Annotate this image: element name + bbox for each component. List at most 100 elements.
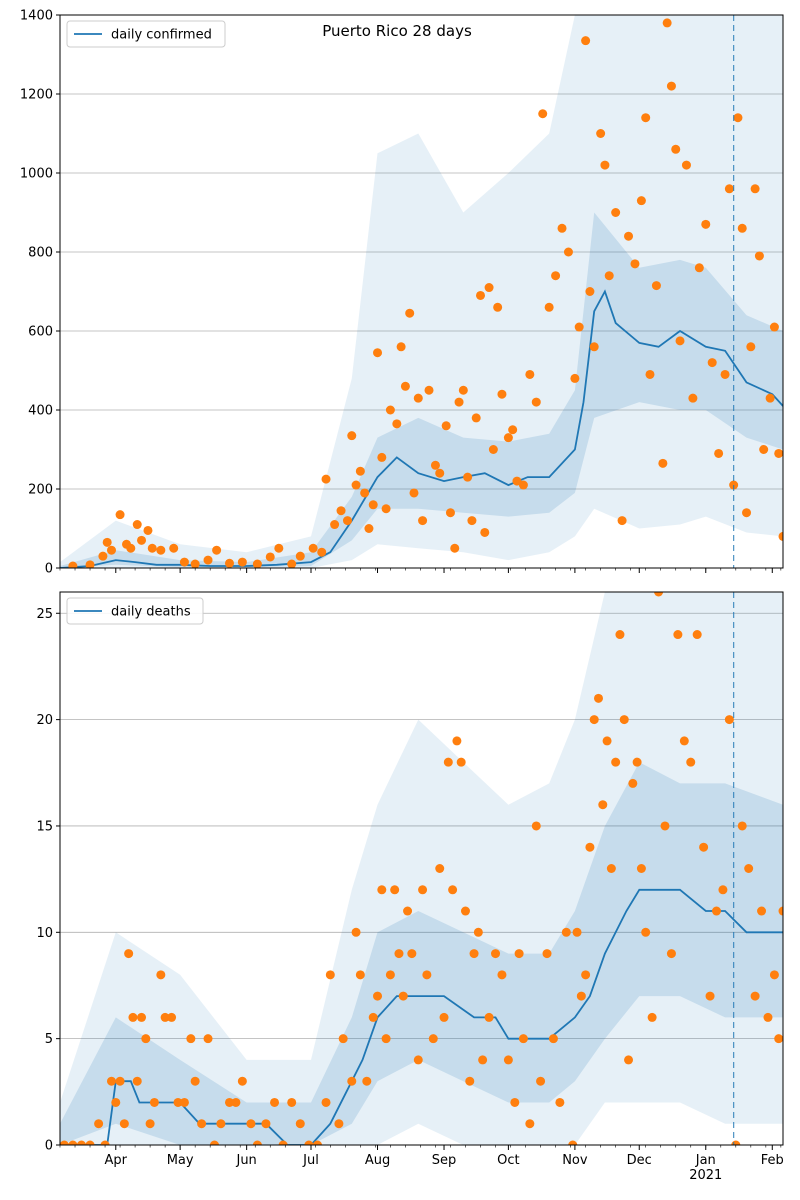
data-point xyxy=(531,397,541,407)
data-point xyxy=(373,348,383,358)
data-point xyxy=(336,506,346,516)
data-point xyxy=(137,1012,147,1022)
y-tick-label: 25 xyxy=(36,607,53,622)
data-point xyxy=(212,545,222,555)
data-point xyxy=(392,419,402,429)
data-point xyxy=(106,1076,116,1086)
y-tick-label: 0 xyxy=(45,562,53,577)
data-point xyxy=(304,1140,314,1145)
x-tick-label: Feb xyxy=(761,1153,784,1168)
data-point xyxy=(237,1076,247,1086)
data-point xyxy=(68,1140,78,1145)
data-point xyxy=(465,1076,475,1086)
data-point xyxy=(514,949,524,959)
data-point xyxy=(439,1012,449,1022)
data-point xyxy=(216,1119,226,1129)
data-point xyxy=(581,970,591,980)
y-tick-label: 10 xyxy=(36,926,53,941)
data-point xyxy=(60,1140,69,1145)
data-point xyxy=(76,1140,86,1145)
data-point xyxy=(630,259,640,269)
data-point xyxy=(531,821,541,831)
data-point xyxy=(589,342,599,352)
data-point xyxy=(589,715,599,725)
data-point xyxy=(484,283,494,293)
data-point xyxy=(604,271,614,281)
y-tick-label: 1000 xyxy=(20,167,53,182)
y-tick-label: 400 xyxy=(28,404,53,419)
data-point xyxy=(707,358,717,368)
data-point xyxy=(711,906,721,916)
data-point xyxy=(278,1140,288,1145)
data-point xyxy=(287,559,297,568)
data-point xyxy=(450,543,460,553)
data-point xyxy=(493,302,503,312)
data-point xyxy=(418,885,428,895)
data-point xyxy=(518,1034,528,1044)
data-point xyxy=(568,1140,578,1145)
data-point xyxy=(85,1140,95,1145)
data-point xyxy=(143,525,153,535)
data-point xyxy=(585,287,595,296)
x-tick-label: Apr xyxy=(105,1153,128,1168)
data-point xyxy=(100,1140,110,1145)
axes-frame xyxy=(59,591,784,1146)
x-tick-label: Jan xyxy=(695,1153,716,1168)
data-point xyxy=(671,144,681,154)
data-point xyxy=(619,715,629,725)
data-point xyxy=(503,1055,513,1065)
uncertainty-band-inner xyxy=(60,762,783,1145)
data-point xyxy=(405,308,415,318)
data-point xyxy=(551,271,561,281)
data-point xyxy=(400,381,410,391)
data-point xyxy=(525,369,535,379)
x-tick-label: Jun xyxy=(235,1153,256,1168)
data-point xyxy=(636,864,646,873)
data-point xyxy=(338,1034,348,1044)
data-point xyxy=(615,630,625,640)
data-point xyxy=(673,630,683,640)
data-point xyxy=(473,927,483,937)
plot-area xyxy=(60,15,783,568)
data-point xyxy=(224,558,234,568)
data-point xyxy=(759,445,769,454)
data-point xyxy=(145,1119,155,1129)
data-point xyxy=(252,559,262,568)
data-point xyxy=(705,991,715,1001)
data-point xyxy=(98,551,108,561)
data-point xyxy=(503,433,513,443)
data-point xyxy=(428,1034,438,1044)
data-point xyxy=(692,630,702,640)
data-point xyxy=(572,927,582,937)
data-point xyxy=(456,757,466,767)
data-point xyxy=(699,842,709,852)
data-point xyxy=(581,36,591,46)
data-point xyxy=(651,281,661,291)
data-point xyxy=(510,1097,520,1107)
data-point xyxy=(190,1076,200,1086)
data-point xyxy=(512,476,522,486)
data-point xyxy=(720,369,730,379)
data-point xyxy=(441,421,451,431)
data-point xyxy=(355,970,365,980)
data-point xyxy=(458,385,468,395)
data-point xyxy=(467,516,477,526)
data-point xyxy=(617,516,627,526)
data-point xyxy=(480,527,490,537)
data-point xyxy=(111,1097,121,1107)
data-point xyxy=(160,1012,170,1022)
data-point xyxy=(598,800,608,810)
data-point xyxy=(295,1119,305,1129)
data-point xyxy=(128,1012,138,1022)
data-point xyxy=(662,18,672,28)
data-point xyxy=(119,1119,129,1129)
data-point xyxy=(452,736,462,746)
axes-frame xyxy=(59,14,784,569)
data-point xyxy=(658,458,668,468)
data-point xyxy=(312,1140,322,1145)
data-point xyxy=(641,113,651,123)
data-point xyxy=(596,129,606,138)
data-point xyxy=(390,885,400,895)
data-point xyxy=(557,223,567,233)
